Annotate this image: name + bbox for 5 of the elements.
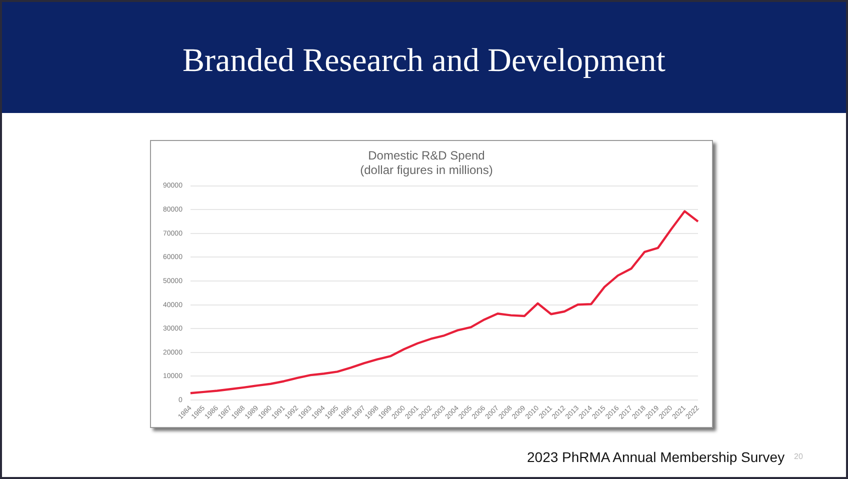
text: 2023 PhRMA Annual Membership Survey <box>527 449 785 465</box>
chart-subtitle: (dollar figures in millions) <box>360 162 493 177</box>
text: 20 <box>794 452 803 461</box>
text: Branded Research and Development <box>2 2 846 113</box>
chart-title: Domestic R&D Spend <box>368 148 485 163</box>
